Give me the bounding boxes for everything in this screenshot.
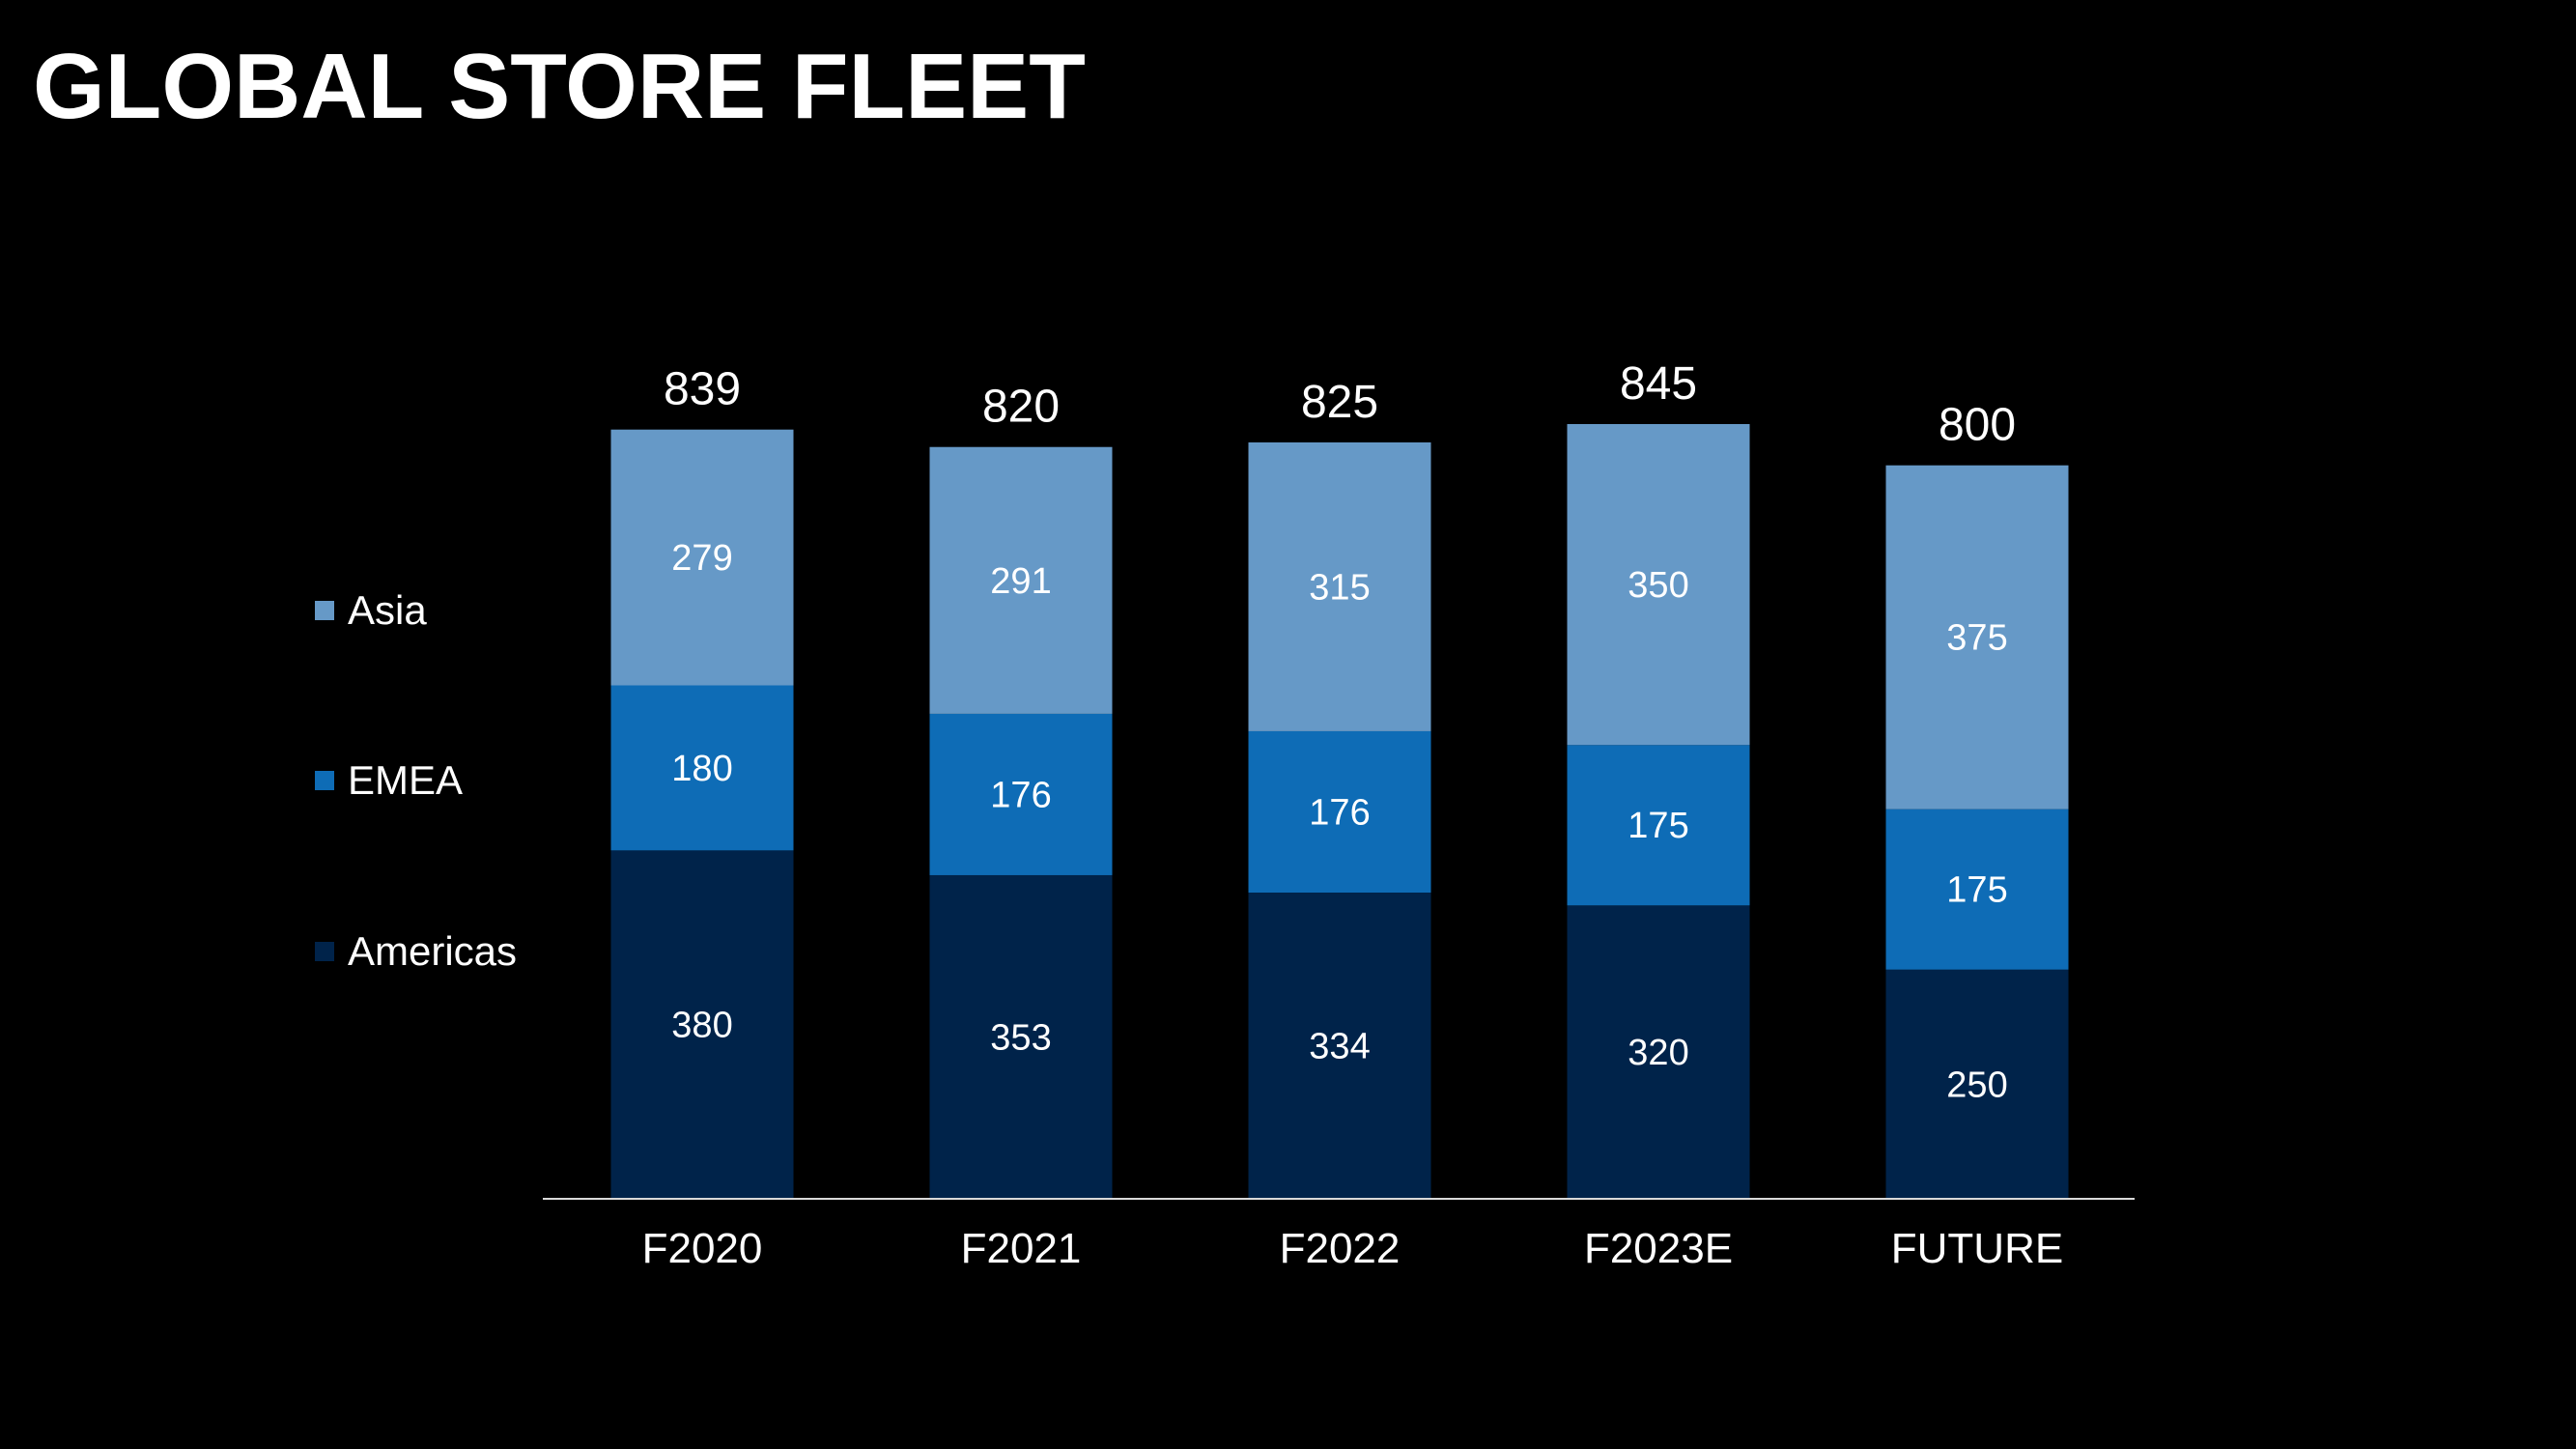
bar-segment-asia-f2020 xyxy=(610,429,794,686)
category-label-f2020: F2020 xyxy=(642,1225,763,1272)
data-label-emea-f2022: 176 xyxy=(1309,792,1370,833)
bar-segment-americas-future xyxy=(1885,969,2069,1199)
legend-label-emea: EMEA xyxy=(348,757,464,803)
data-label-asia-f2022: 315 xyxy=(1309,567,1370,608)
total-labels-group: 839 820 825 845 800 xyxy=(664,358,2016,451)
data-label-americas-f2023e: 320 xyxy=(1628,1033,1688,1073)
category-label-f2022: F2022 xyxy=(1280,1225,1401,1272)
category-label-f2023e: F2023E xyxy=(1584,1225,1733,1272)
bar-segment-asia-f2021 xyxy=(929,446,1113,714)
data-label-americas-future: 250 xyxy=(1946,1065,2007,1105)
segment-labels-group: 380 180 279 353 176 291 334 176 315 320 175 350 250 1… xyxy=(671,538,2007,1105)
bar-segment-americas-f2022 xyxy=(1248,892,1431,1199)
data-label-emea-f2020: 180 xyxy=(671,749,732,789)
bar-segment-emea-f2023e xyxy=(1567,745,1750,906)
bar-segment-emea-f2020 xyxy=(610,685,794,851)
bars-group xyxy=(610,424,2069,1199)
legend-item-emea: EMEA xyxy=(315,752,463,810)
legend-label-asia: Asia xyxy=(348,587,427,633)
bar-segment-asia-f2022 xyxy=(1248,441,1431,731)
page-title: GLOBAL STORE FLEET xyxy=(33,35,1086,138)
total-label-f2022: 825 xyxy=(1301,377,1378,428)
data-label-emea-f2023e: 175 xyxy=(1628,806,1688,846)
data-label-asia-future: 375 xyxy=(1946,618,2007,659)
bar-segment-emea-f2021 xyxy=(929,713,1113,875)
legend-swatch-americas xyxy=(315,942,334,961)
category-labels-group: F2020 F2021 F2022 F2023E FUTURE xyxy=(642,1225,2064,1272)
category-label-future: FUTURE xyxy=(1891,1225,2063,1272)
total-label-f2021: 820 xyxy=(982,382,1060,433)
bar-segment-emea-f2022 xyxy=(1248,730,1431,893)
total-label-f2020: 839 xyxy=(664,364,741,415)
data-label-asia-f2023e: 350 xyxy=(1628,565,1688,606)
bar-segment-americas-f2021 xyxy=(929,874,1113,1199)
data-label-asia-f2021: 291 xyxy=(990,561,1051,602)
bar-segment-emea-future xyxy=(1885,809,2069,970)
bar-segment-americas-f2023e xyxy=(1567,905,1750,1199)
data-label-americas-f2020: 380 xyxy=(671,1006,732,1046)
legend-item-asia: Asia xyxy=(315,582,427,639)
total-label-future: 800 xyxy=(1939,400,2016,451)
category-label-f2021: F2021 xyxy=(961,1225,1082,1272)
total-label-f2023e: 845 xyxy=(1620,358,1697,410)
legend-swatch-emea xyxy=(315,771,334,790)
data-label-emea-future: 175 xyxy=(1946,870,2007,911)
data-label-americas-f2022: 334 xyxy=(1309,1026,1370,1066)
bar-segment-americas-f2020 xyxy=(610,850,794,1199)
data-label-asia-f2020: 279 xyxy=(671,538,732,579)
legend-item-americas: Americas xyxy=(315,923,517,980)
data-label-americas-f2021: 353 xyxy=(990,1017,1051,1058)
bar-segment-asia-future xyxy=(1885,465,2069,810)
data-label-emea-f2021: 176 xyxy=(990,775,1051,815)
legend-label-americas: Americas xyxy=(348,928,518,974)
legend-swatch-asia xyxy=(315,601,334,620)
bar-segment-asia-f2023e xyxy=(1567,424,1750,746)
